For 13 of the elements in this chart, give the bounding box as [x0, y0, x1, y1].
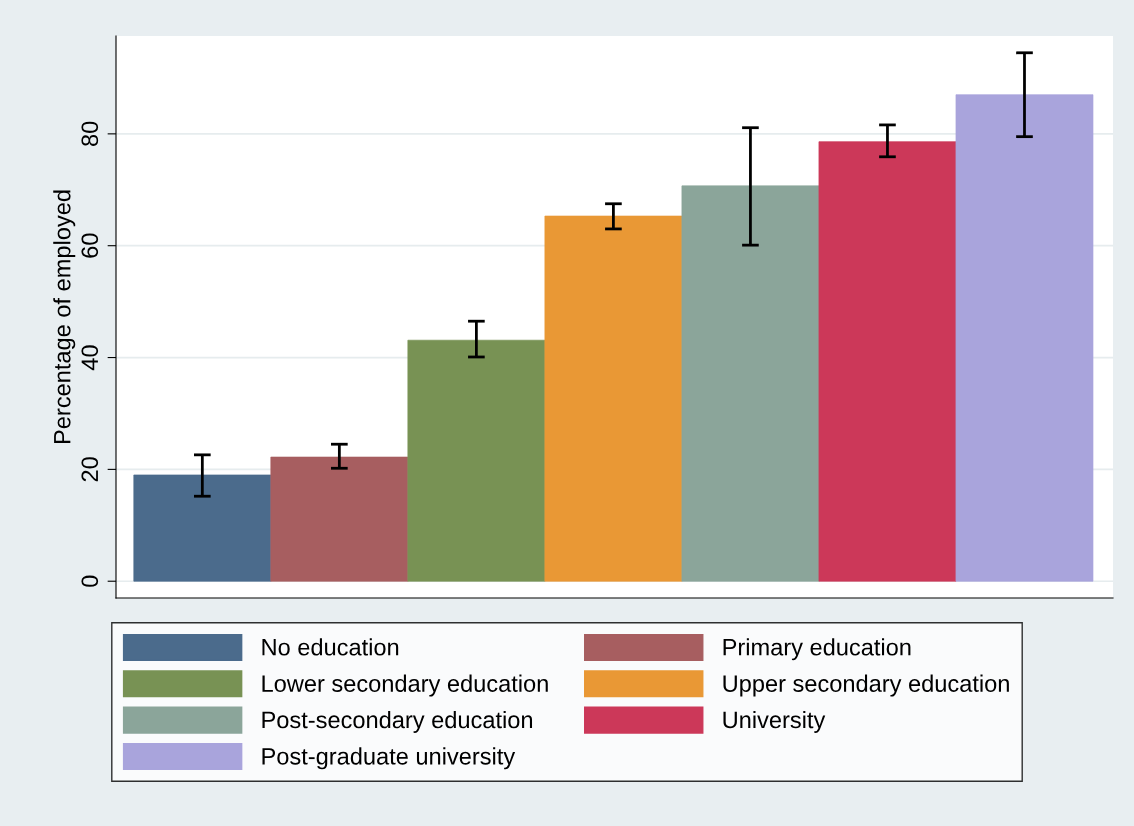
legend-label: Upper secondary education: [723, 674, 1009, 697]
y-tick-label: 20: [81, 457, 99, 482]
y-axis-title: Percentage of employed: [53, 190, 76, 444]
legend-label: Post-secondary education: [262, 710, 533, 733]
y-tick-label: 60: [81, 233, 99, 258]
legend-label: Post-graduate university: [262, 747, 516, 770]
legend-label: No education: [262, 638, 399, 656]
y-tick-label: 80: [81, 121, 99, 146]
y-tick-label: 0: [81, 575, 99, 587]
y-tick-label: 40: [81, 345, 99, 371]
legend-label: University: [723, 710, 826, 733]
legend-label: Primary education: [723, 638, 911, 661]
legend-label: Lower secondary education: [262, 674, 548, 697]
